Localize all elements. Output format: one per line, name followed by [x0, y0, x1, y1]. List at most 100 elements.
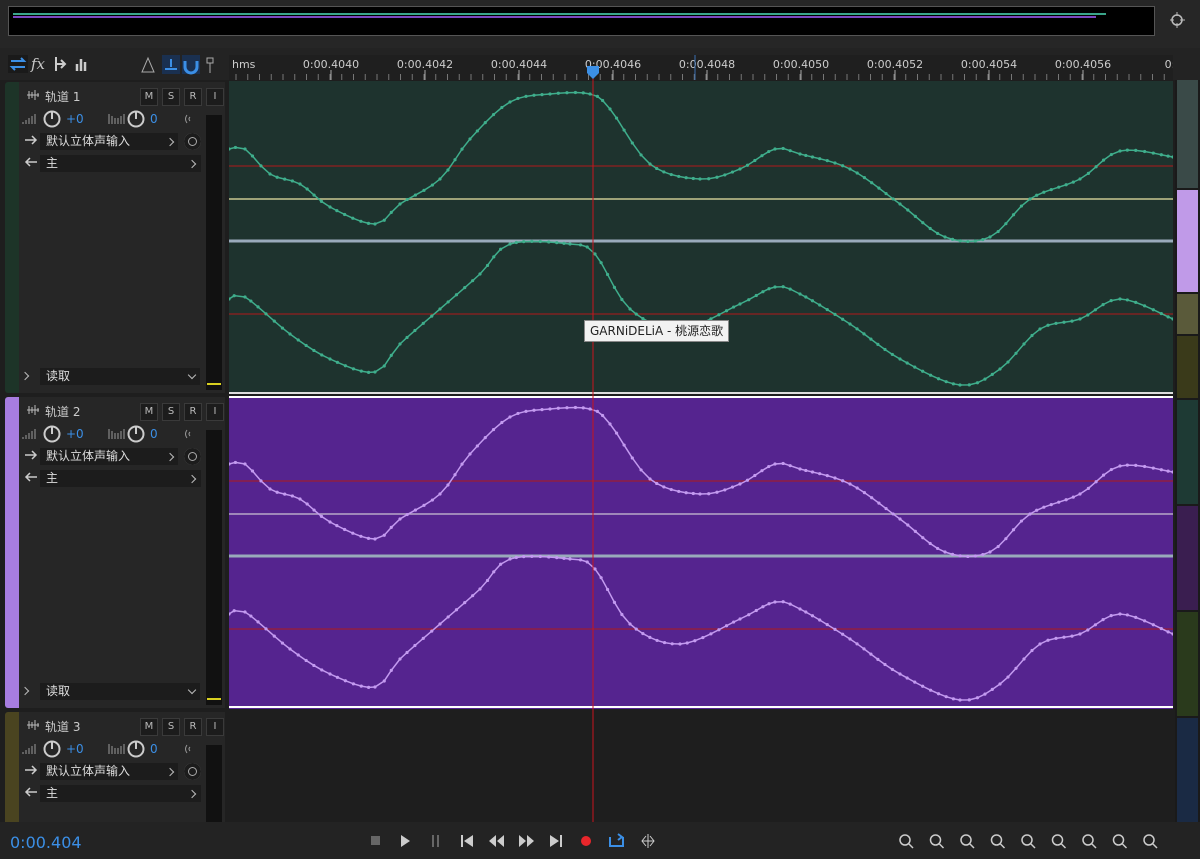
ruler-label: 0:00.4044	[491, 58, 547, 71]
sample-dot	[468, 452, 472, 456]
track-icon	[27, 720, 39, 730]
sample-dot	[359, 219, 363, 223]
track-button[interactable]: I	[206, 718, 224, 736]
track-button[interactable]: M	[140, 403, 158, 421]
sample-dot	[351, 531, 355, 535]
sample-dot	[833, 627, 837, 631]
sample-dot	[723, 173, 727, 177]
sample-dot	[492, 255, 496, 259]
zoom-button	[1021, 834, 1033, 846]
track-button[interactable]: R	[184, 718, 202, 736]
sample-dot	[855, 171, 859, 175]
sample-dot	[229, 147, 231, 151]
level-meter	[206, 745, 222, 822]
sample-dot	[841, 317, 845, 321]
sample-dot	[698, 177, 702, 181]
sample-dot	[516, 411, 520, 416]
output-select[interactable]: 主	[40, 785, 201, 802]
sample-dot	[1134, 615, 1138, 619]
sample-dot	[890, 352, 894, 357]
input-select[interactable]: 默认立体声输入	[40, 133, 178, 150]
phase-button[interactable]	[184, 133, 201, 150]
sample-dot	[290, 179, 294, 183]
sample-dot	[855, 327, 859, 331]
sample-dot	[998, 682, 1002, 686]
track-button[interactable]: M	[140, 718, 158, 736]
sample-dot	[453, 158, 457, 162]
sample-dot	[1057, 500, 1061, 504]
sample-dot	[1151, 308, 1155, 312]
input-select[interactable]: 默认立体声输入	[40, 763, 178, 780]
sample-dot	[709, 632, 713, 636]
zoom-icon[interactable]	[1168, 10, 1188, 30]
sample-dot	[738, 482, 742, 486]
sample-dot	[304, 658, 308, 663]
phase-button[interactable]	[184, 763, 201, 780]
sample-dot	[540, 93, 544, 97]
sample-dot	[1006, 675, 1010, 679]
automation-mode[interactable]: 读取	[40, 368, 200, 385]
track-button[interactable]: M	[140, 88, 158, 106]
zoom-controls[interactable]	[895, 830, 1195, 852]
track-clip[interactable]	[229, 396, 1173, 709]
vertical-scroll[interactable]	[1175, 80, 1200, 822]
sample-dot	[460, 147, 464, 151]
track-button[interactable]: S	[162, 88, 180, 106]
scroll-segment	[1177, 718, 1198, 822]
volume-value: +0	[66, 742, 84, 756]
transport-controls[interactable]	[365, 830, 665, 852]
track-clip[interactable]	[229, 81, 1173, 394]
sample-dot	[841, 632, 845, 636]
fx-button[interactable]: fx	[31, 55, 46, 73]
ruler-label: 0:00.4040	[303, 58, 359, 71]
output-select[interactable]: 主	[40, 155, 201, 172]
sample-dot	[438, 492, 442, 496]
track-clip[interactable]	[229, 711, 1173, 822]
track-button[interactable]: R	[184, 403, 202, 421]
time-ruler[interactable]: hms 0:00.4040 0:00.4042 0:00.4044 0:00.4046 0…	[229, 55, 1173, 80]
zoom-handle	[969, 843, 975, 849]
sample-dot	[366, 685, 371, 689]
input-select[interactable]: 默认立体声输入	[40, 448, 178, 465]
meter-icon	[22, 429, 36, 439]
track-button[interactable]: S	[162, 403, 180, 421]
output-arrow	[24, 787, 37, 797]
sample-dot	[351, 367, 356, 371]
sample-dot	[1109, 152, 1113, 157]
output-select[interactable]: 主	[40, 470, 201, 487]
sample-dot	[1046, 323, 1050, 327]
phase-button[interactable]	[184, 448, 201, 465]
sample-dot	[1028, 512, 1032, 516]
sample-dot	[264, 627, 268, 631]
sample-dot	[730, 485, 735, 489]
sample-dot	[662, 170, 666, 174]
track-button[interactable]: I	[206, 403, 224, 421]
sample-dot	[1014, 666, 1018, 670]
sample-dot	[833, 161, 837, 165]
sample-dot	[876, 342, 880, 346]
track-header: 轨道 3 M S R I +0 0 默认立体声输入主	[19, 712, 225, 822]
scroll-segment	[1177, 190, 1198, 292]
sample-dot	[366, 370, 371, 374]
track-button[interactable]: S	[162, 718, 180, 736]
sample-dot	[1151, 466, 1155, 470]
sample-dot	[891, 512, 895, 516]
sample-dot	[761, 605, 765, 609]
io-arrows	[24, 135, 38, 167]
sample-dot	[943, 550, 947, 554]
sample-dot	[905, 361, 909, 365]
sample-dot	[499, 562, 503, 566]
sample-dot	[612, 285, 617, 289]
snap-icons[interactable]	[140, 55, 220, 75]
sample-dot	[936, 377, 941, 381]
sample-dot	[1062, 320, 1066, 324]
toggle-icon[interactable]	[8, 55, 28, 73]
sample-dot	[1014, 351, 1018, 355]
sample-dot	[382, 364, 386, 368]
automation-mode[interactable]: 读取	[40, 683, 200, 700]
overview-waveform[interactable]	[8, 6, 1155, 36]
track-button[interactable]: I	[206, 88, 224, 106]
sample-dot	[524, 409, 528, 413]
toolbar-icons[interactable]	[52, 55, 92, 73]
track-button[interactable]: R	[184, 88, 202, 106]
